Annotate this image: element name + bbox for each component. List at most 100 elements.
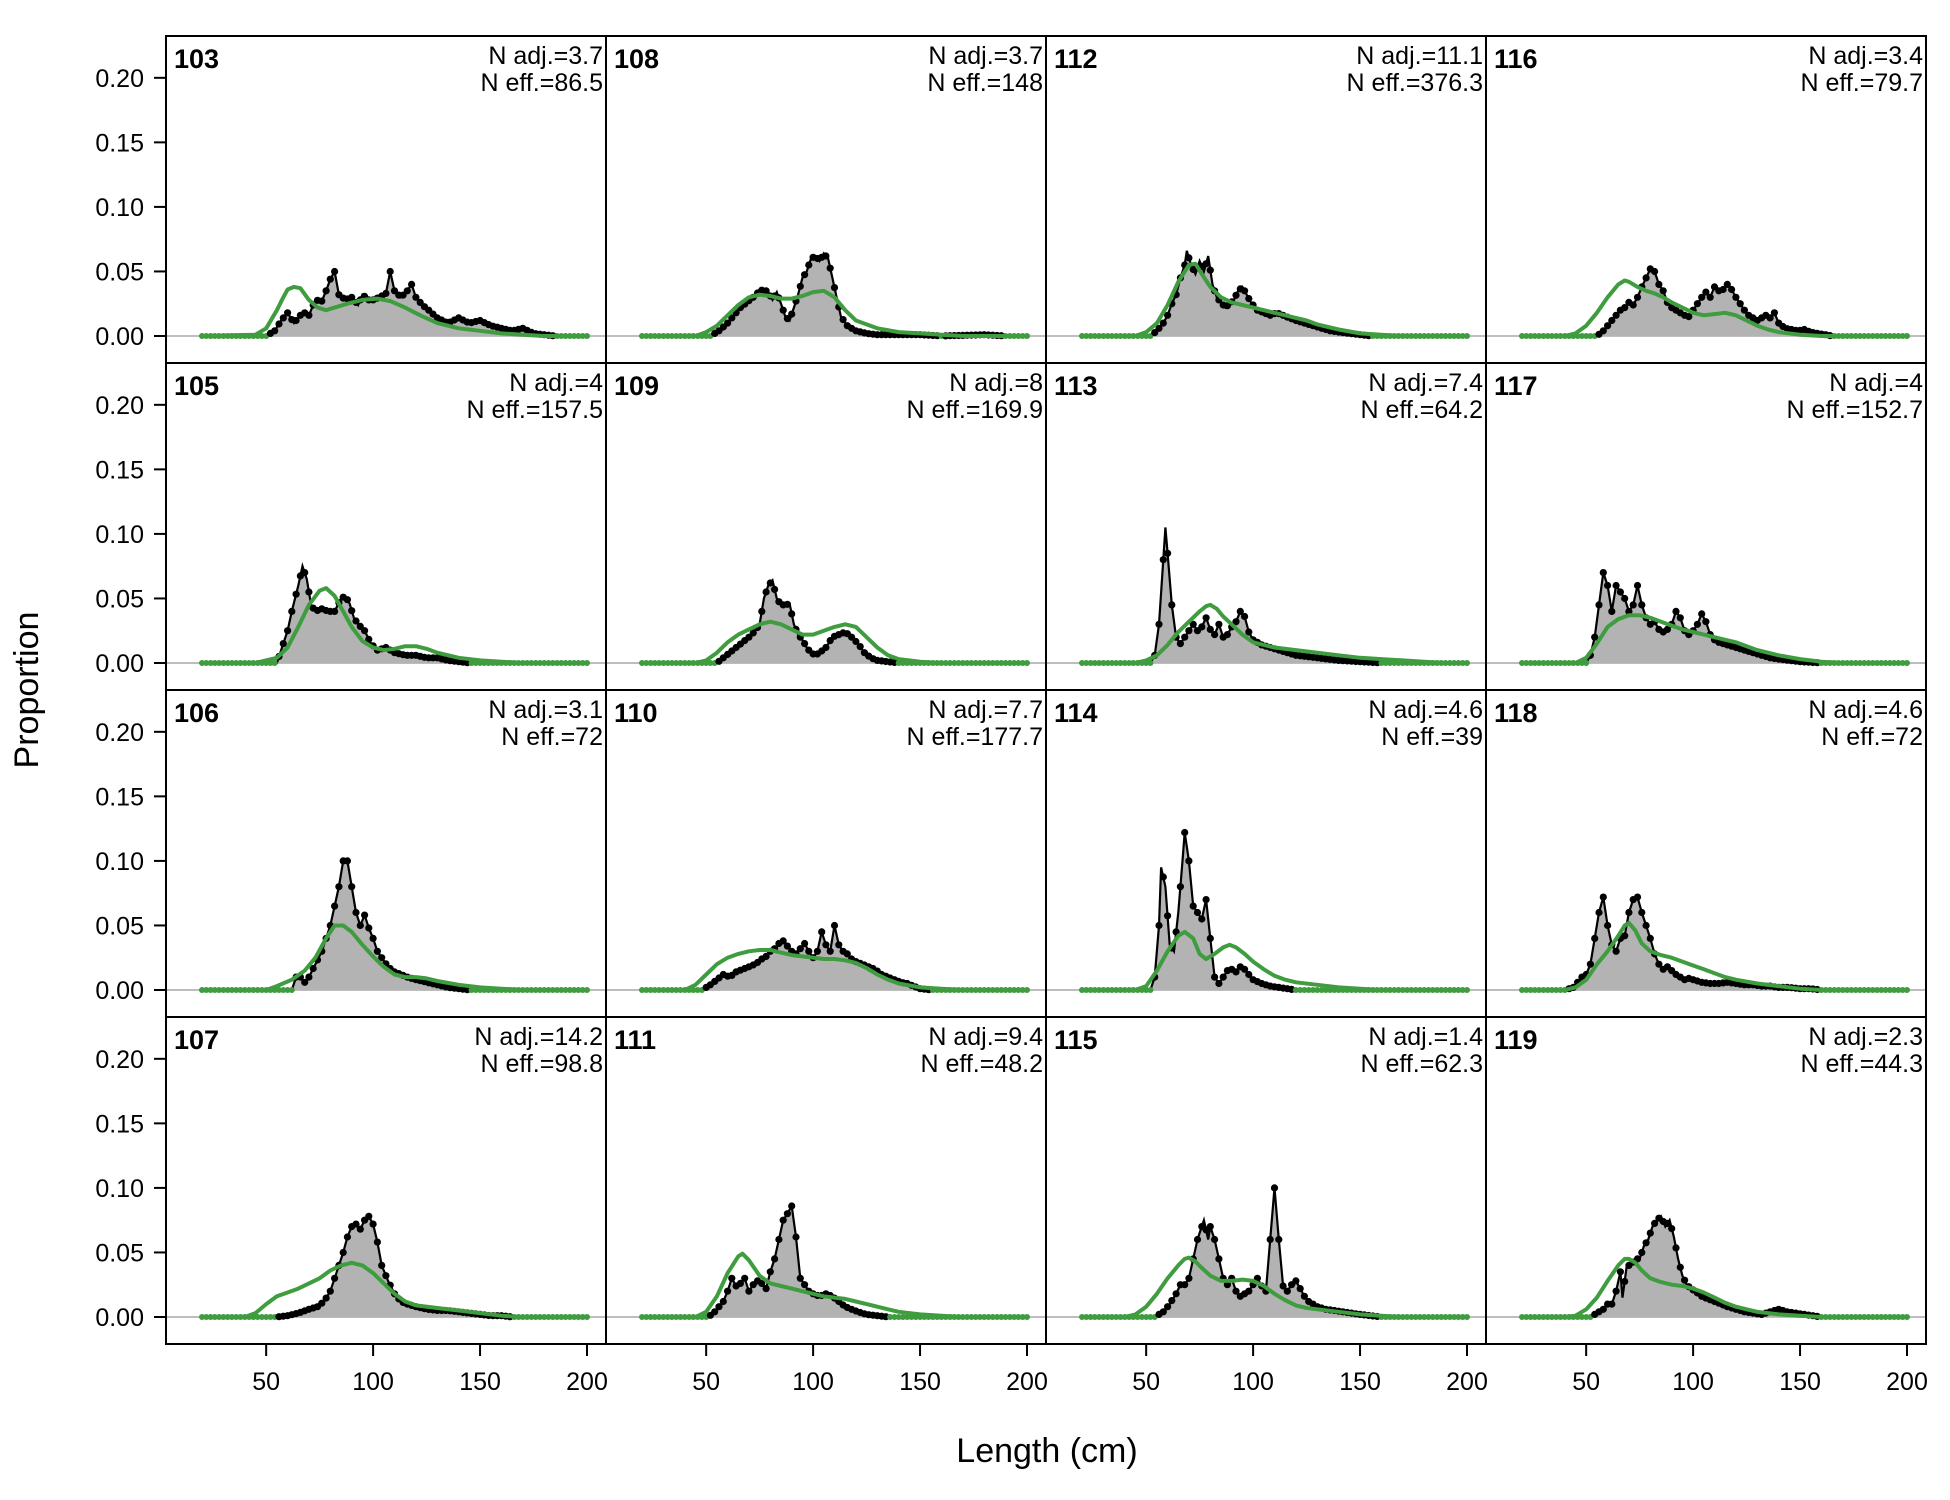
- observed-point: [373, 1238, 381, 1246]
- observed-point: [1245, 970, 1253, 979]
- observed-point: [758, 1279, 766, 1287]
- n-adj-label: N adj.=3.1: [488, 696, 603, 724]
- observed-point: [1155, 921, 1163, 930]
- observed-point: [322, 287, 330, 295]
- expected-line: [200, 284, 589, 338]
- y-tick-label: 0.15: [95, 456, 144, 484]
- observed-point: [1206, 934, 1214, 943]
- y-tick-label: 0.10: [95, 848, 144, 876]
- observed-point: [1172, 1290, 1180, 1298]
- observed-point: [1702, 288, 1710, 296]
- x-tick-label: 50: [1132, 1368, 1160, 1396]
- observed-point: [331, 1274, 339, 1282]
- panel-label: 110: [614, 698, 658, 728]
- observed-point: [1245, 295, 1253, 303]
- panel-label: 105: [174, 371, 219, 401]
- observed-point: [1147, 987, 1154, 993]
- n-eff-label: N eff.=44.3: [1800, 1050, 1923, 1078]
- observed-point: [318, 1299, 326, 1307]
- panel-117: 117 N adj.=4N eff.=152.7: [1485, 362, 1927, 691]
- observed-point: [1655, 960, 1663, 968]
- y-tick-label: 0.05: [95, 912, 144, 940]
- x-tick-label: 150: [899, 1368, 941, 1396]
- observed-point: [1766, 314, 1774, 322]
- observed-point: [830, 284, 839, 292]
- x-tick-label: 200: [1006, 1368, 1048, 1396]
- observed-point: [813, 947, 822, 955]
- observed-point: [1219, 973, 1227, 981]
- observed-point: [792, 1233, 800, 1241]
- panel-103: 103 N adj.=3.7N eff.=86.5: [165, 35, 607, 364]
- observed-point: [1612, 581, 1620, 590]
- observed-point: [378, 954, 386, 962]
- x-tick-label: 100: [792, 1368, 834, 1396]
- n-eff-label: N eff.=148: [927, 69, 1043, 97]
- observed-area: [1522, 572, 1907, 663]
- observed-point: [891, 1314, 898, 1320]
- observed-point: [1155, 324, 1163, 332]
- observed-point: [835, 941, 843, 949]
- x-tick-label: 50: [692, 1368, 720, 1396]
- observed-point: [758, 607, 766, 616]
- observed-point: [1185, 627, 1193, 635]
- expected-line: [640, 619, 1029, 665]
- n-adj-label: N adj.=14.2: [474, 1023, 603, 1051]
- observed-point: [1176, 640, 1184, 648]
- observed-point: [1676, 1263, 1684, 1271]
- observed-point: [343, 596, 351, 604]
- observed-point: [1215, 1255, 1223, 1263]
- y-tick-label: 0.15: [95, 129, 144, 157]
- observed-point: [1698, 610, 1706, 618]
- observed-point: [263, 1314, 270, 1320]
- observed-point: [1578, 1314, 1585, 1320]
- observed-point: [1693, 620, 1701, 628]
- expected-line: [1080, 1255, 1469, 1319]
- observed-point: [771, 1255, 779, 1263]
- observed-point: [843, 950, 851, 958]
- panel-label: 112: [1054, 44, 1098, 74]
- observed-point: [1301, 987, 1308, 993]
- observed-point: [1638, 1248, 1646, 1257]
- observed-point: [1612, 947, 1620, 955]
- observed-point: [1314, 987, 1321, 993]
- x-tick-label: 100: [352, 1368, 394, 1396]
- n-adj-label: N adj.=7.7: [928, 696, 1043, 724]
- observed-point: [788, 1202, 796, 1210]
- panel-115: 115 N adj.=1.4N eff.=62.3: [1045, 1016, 1487, 1345]
- observed-point: [822, 252, 830, 260]
- observed-point: [719, 1297, 727, 1306]
- observed-point: [1143, 1314, 1150, 1320]
- observed-point: [1245, 628, 1253, 636]
- observed-point: [1198, 623, 1206, 631]
- observed-point: [1245, 1287, 1253, 1295]
- observed-point: [1296, 1285, 1304, 1293]
- observed-point: [1621, 594, 1629, 603]
- expected-line: [640, 1251, 1029, 1319]
- y-tick-label: 0.20: [95, 392, 144, 420]
- observed-point: [728, 314, 736, 322]
- observed-point: [1583, 1314, 1590, 1320]
- expected-line: [640, 288, 1029, 338]
- observed-point: [1616, 1268, 1624, 1276]
- panel-label: 115: [1054, 1025, 1098, 1055]
- observed-point: [1621, 304, 1629, 312]
- observed-point: [1164, 311, 1172, 319]
- y-tick-label: 0.10: [95, 521, 144, 549]
- observed-point: [1599, 893, 1607, 901]
- observed-point: [1211, 1235, 1219, 1244]
- expected-line: [1080, 929, 1469, 992]
- observed-point: [1292, 1277, 1300, 1285]
- observed-point: [1147, 1314, 1154, 1320]
- observed-point: [1663, 625, 1671, 634]
- observed-point: [365, 635, 373, 643]
- observed-point: [775, 1235, 783, 1244]
- observed-point: [378, 1261, 386, 1269]
- observed-point: [1232, 618, 1240, 626]
- observed-point: [711, 1308, 719, 1316]
- observed-point: [348, 293, 356, 301]
- observed-point: [356, 1225, 364, 1233]
- y-tick-label: 0.20: [95, 1046, 144, 1074]
- expected-line: [1520, 920, 1909, 992]
